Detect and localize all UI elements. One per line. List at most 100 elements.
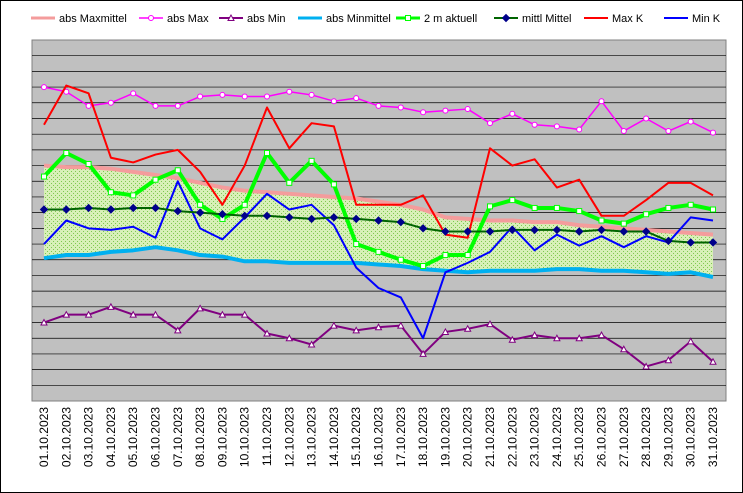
mittl-mittel-point: [285, 213, 294, 222]
2-m-aktuell-point: [174, 167, 181, 174]
x-tick-label: 01.10.2023: [37, 407, 51, 467]
x-tick-label: 15.10.2023: [349, 407, 363, 467]
mittl-mittel-point: [619, 227, 629, 236]
mittl-mittel-point: [329, 213, 339, 222]
2-m-aktuell-point: [330, 181, 337, 188]
abs-max-point: [397, 104, 404, 111]
2-m-aktuell-point: [710, 206, 716, 213]
2-m-aktuell-point: [41, 173, 47, 180]
abs-min-point: [307, 340, 316, 348]
x-tick-label: 31.10.2023: [706, 407, 720, 467]
mittl-mittel-point: [441, 227, 450, 236]
abs-min-point: [84, 310, 93, 318]
abs-max-point: [553, 123, 560, 130]
abs-min-point: [352, 326, 361, 334]
abs-max-point: [375, 102, 382, 109]
abs-min-point: [240, 310, 249, 318]
series-min-k: [43, 180, 714, 340]
abs-min-point: [597, 331, 606, 339]
mittl-mittel-point: [307, 214, 316, 224]
abs-min-point: [263, 329, 271, 337]
mittl-mittel-point: [262, 211, 272, 220]
abs-min-point: [508, 335, 517, 343]
x-tick-label: 10.10.2023: [238, 407, 252, 467]
series-group: [39, 84, 718, 370]
abs-max-point: [710, 129, 716, 136]
2-m-aktuell-point: [152, 176, 159, 183]
legend-item-max-k: Max K: [584, 13, 644, 25]
abs-min-point: [374, 323, 383, 331]
abs-min-point: [686, 337, 695, 345]
abs-min-point: [330, 321, 338, 329]
mittl-mittel-point: [173, 206, 183, 216]
mittl-mittel-point: [530, 225, 539, 235]
abs-min-point: [530, 331, 539, 339]
mittl-mittel-point: [418, 224, 428, 233]
x-tick-label: 08.10.2023: [193, 407, 207, 467]
abs-max-point: [576, 126, 583, 133]
abs-max-point: [420, 109, 427, 116]
mittl-mittel-point: [240, 211, 249, 220]
abs-min-point: [151, 310, 160, 318]
abs-min-point: [619, 345, 628, 353]
2-m-aktuell-point: [420, 263, 427, 270]
2-m-aktuell-point: [107, 189, 114, 196]
abs-max-point: [219, 91, 226, 98]
abs-minmittel-line: [43, 245, 714, 279]
2-m-aktuell-point: [665, 204, 672, 211]
2-m-aktuell-point: [264, 150, 270, 157]
abs-min-point: [664, 356, 673, 364]
2-m-aktuell-point: [553, 204, 560, 211]
legend-item-min-k: Min K: [664, 13, 721, 25]
x-tick-label: 02.10.2023: [59, 407, 73, 467]
mittl-mittel-point: [664, 236, 673, 246]
legend-label: 2 m aktuell: [424, 13, 477, 25]
abs-max-point: [531, 121, 538, 128]
2-m-aktuell-point: [464, 252, 471, 259]
2-m-aktuell-point: [620, 220, 627, 227]
abs-max-point: [41, 84, 47, 91]
x-tick-label: 24.10.2023: [550, 407, 564, 467]
mittl-mittel-point: [39, 205, 49, 214]
min-k-line: [43, 180, 714, 340]
2-m-aktuell-point: [130, 192, 137, 199]
legend-item-abs-min: abs Min: [219, 13, 286, 25]
legend-label: abs Maxmittel: [59, 13, 127, 25]
abs-min-point: [709, 357, 717, 365]
mittl-mittel-point: [151, 203, 160, 213]
abs-max-point: [174, 102, 181, 109]
legend-item-abs-minmittel: abs Minmittel: [298, 13, 391, 25]
legend-item-abs-maxmittel: abs Maxmittel: [31, 13, 127, 25]
x-tick-label: 16.10.2023: [372, 407, 386, 467]
abs-max-point: [487, 120, 493, 127]
legend-label: abs Minmittel: [326, 13, 391, 25]
x-tick-label: 09.10.2023: [215, 407, 229, 467]
x-tick-label: 18.10.2023: [416, 407, 430, 467]
abs-max-point: [107, 99, 114, 106]
legend-label: Max K: [612, 13, 644, 25]
mittl-mittel-point: [463, 227, 472, 236]
x-tick-label: 11.10.2023: [260, 407, 274, 466]
abs-min-point: [62, 310, 71, 318]
abs-min-point: [107, 302, 115, 310]
abs-min-point: [553, 334, 561, 342]
2-m-aktuell-point: [197, 201, 204, 208]
2-m-aktuell-point: [531, 204, 538, 211]
series-abs-min: [40, 302, 717, 370]
abs-max-point: [197, 93, 204, 100]
2-m-aktuell-point: [85, 160, 92, 167]
abs-min-point: [441, 327, 450, 335]
x-tick-label: 21.10.2023: [483, 407, 497, 467]
mittl-mittel-point: [351, 214, 361, 224]
mittl-mittel-point: [195, 208, 205, 217]
2-m-aktuell-point: [397, 256, 404, 263]
series-max-k: [43, 84, 714, 239]
series-mittl-mittel: [39, 203, 718, 247]
legend-item-2-m-aktuell: 2 m aktuell: [396, 13, 477, 25]
mittl-mittel-point: [485, 227, 495, 236]
2-m-aktuell-point: [63, 150, 70, 157]
legend-label: abs Min: [247, 13, 286, 25]
x-tick-label: 12.10.2023: [282, 407, 296, 467]
abs-min-point: [463, 324, 472, 332]
